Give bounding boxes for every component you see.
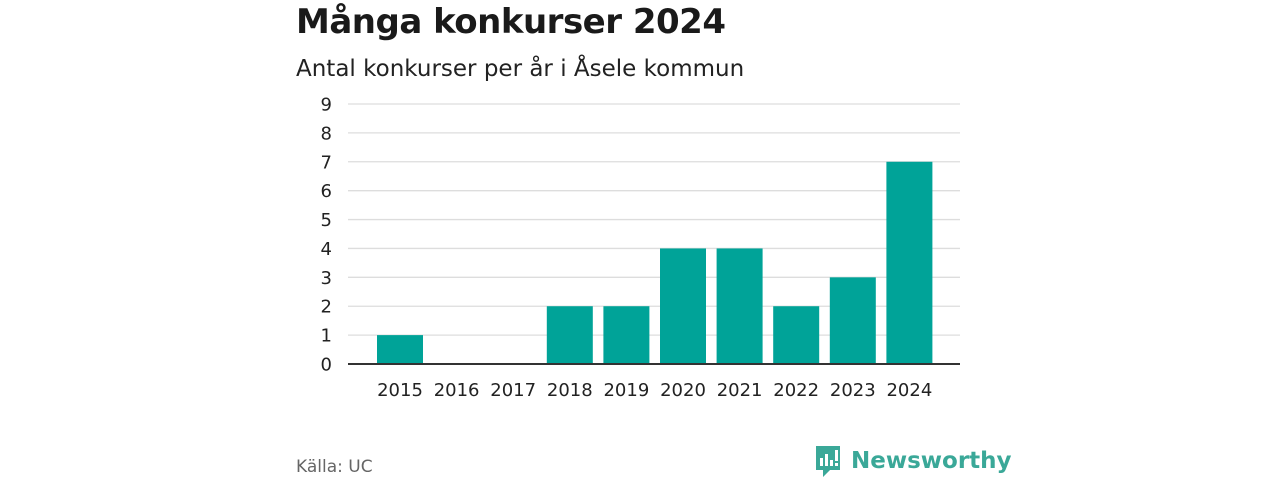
x-tick-label: 2018 [547, 380, 593, 401]
y-tick-label: 1 [321, 326, 332, 347]
x-tick-label: 2022 [773, 380, 819, 401]
x-tick-label: 2019 [603, 380, 649, 401]
x-tick-label: 2020 [660, 380, 706, 401]
x-tick-label: 2024 [886, 380, 932, 401]
y-tick-label: 0 [321, 355, 332, 376]
chart-title: Många konkurser 2024 [296, 2, 726, 42]
bar [660, 248, 706, 364]
y-tick-label: 6 [321, 181, 332, 202]
x-tick-label: 2021 [717, 380, 763, 401]
y-tick-label: 7 [321, 152, 332, 173]
chart-subtitle: Antal konkurser per år i Åsele kommun [296, 56, 745, 82]
brand-name: Newsworthy [851, 448, 1012, 474]
bar [377, 335, 423, 364]
bar [829, 277, 876, 364]
y-tick-label: 9 [321, 95, 332, 116]
x-tick-label: 2017 [490, 380, 536, 401]
bar [886, 161, 933, 364]
x-tick-label: 2023 [830, 380, 876, 401]
bar [773, 306, 820, 364]
y-tick-label: 3 [321, 268, 332, 289]
bar [603, 306, 650, 364]
bar [716, 248, 763, 364]
newsworthy-logo: Newsworthy [814, 444, 1012, 478]
x-tick-label: 2016 [434, 380, 480, 401]
y-tick-label: 2 [321, 297, 332, 318]
y-tick-label: 4 [321, 239, 332, 260]
source-note: Källa: UC [296, 457, 373, 477]
newsworthy-icon [816, 446, 840, 477]
x-tick-label: 2015 [377, 380, 423, 401]
y-tick-label: 5 [321, 210, 332, 231]
bar [546, 306, 593, 364]
y-tick-label: 8 [321, 123, 332, 144]
